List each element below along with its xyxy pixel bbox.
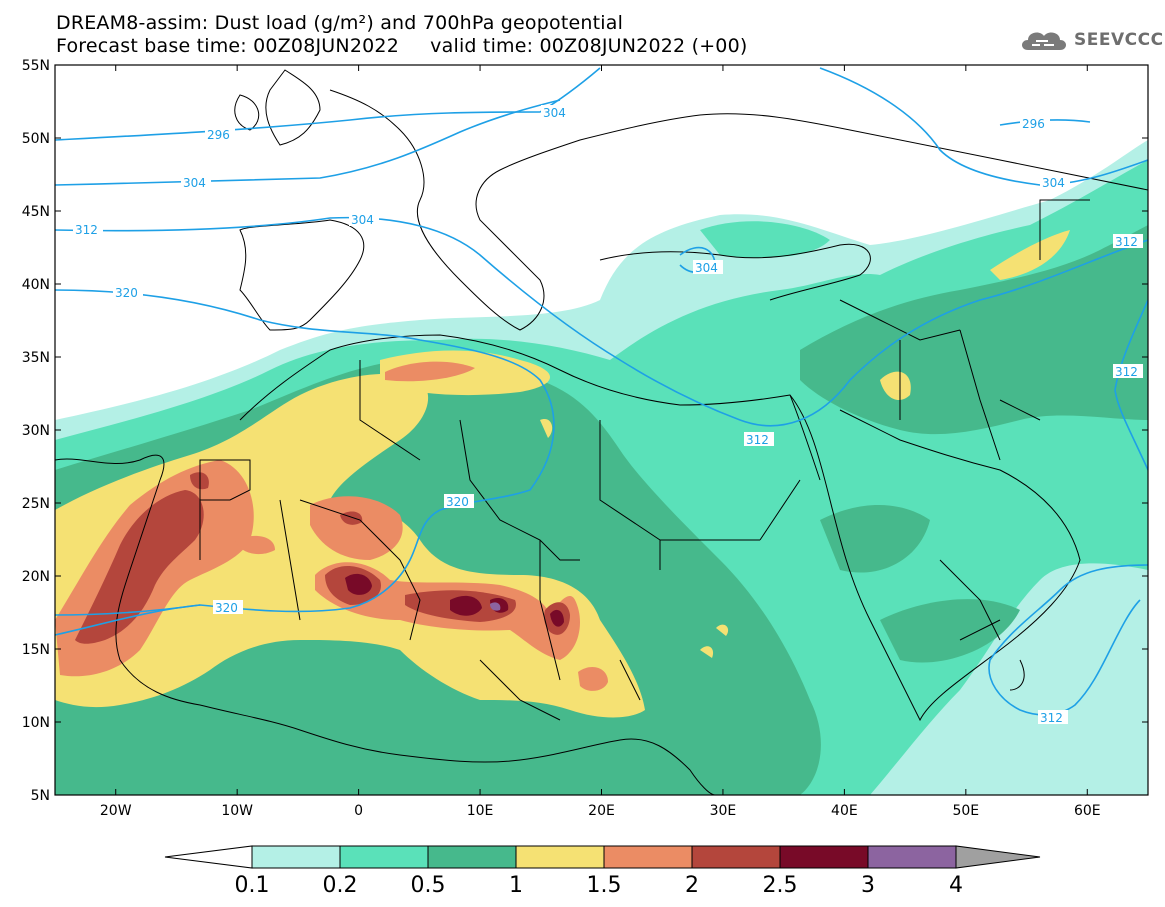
- contour-labels: 296 304 312 320 304 304 312 304 296 312 …: [73, 105, 1143, 725]
- contour-label: 304: [351, 213, 374, 227]
- dust-layer-2.5: [345, 573, 564, 627]
- colorbar-label: 0.1: [235, 873, 270, 898]
- contour-label: 304: [695, 261, 718, 275]
- contour-label: 320: [115, 286, 138, 300]
- contour-label: 312: [1040, 711, 1063, 725]
- contour-label: 304: [183, 176, 206, 190]
- cloud-icon: [1022, 32, 1066, 50]
- contour-label: 320: [215, 601, 238, 615]
- colorbar-label: 3: [861, 873, 875, 898]
- lon-label: 10W: [221, 803, 253, 819]
- lon-label: 20W: [100, 803, 132, 819]
- lon-label: 0: [354, 803, 363, 819]
- lat-label: 15N: [22, 642, 50, 658]
- lat-label: 5N: [31, 788, 50, 804]
- latitude-axis: 55N 50N 45N 40N 35N 30N 25N 20N 15N 10N 5N: [22, 58, 1148, 804]
- lon-label: 30E: [710, 803, 737, 819]
- colorbar-box: [339, 845, 429, 869]
- colorbar-min-arrow: [164, 845, 253, 869]
- longitude-axis: 20W 10W 0 10E 20E 30E 40E 50E 60E: [100, 65, 1101, 819]
- contour-label: 296: [207, 128, 230, 142]
- lon-label: 50E: [952, 803, 979, 819]
- lat-label: 25N: [22, 496, 50, 512]
- colorbar-box: [515, 845, 605, 869]
- map-title: DREAM8-assim: Dust load (g/m²) and 700hP…: [56, 12, 624, 34]
- colorbar-label: 4: [949, 873, 963, 898]
- contour-label: 312: [75, 223, 98, 237]
- colorbar-label: 2.5: [763, 873, 798, 898]
- lon-label: 10E: [467, 803, 494, 819]
- contour-label: 320: [446, 495, 469, 509]
- contour-label: 304: [1042, 176, 1065, 190]
- lat-label: 40N: [22, 277, 50, 293]
- logo-text: SEEVCCC: [1074, 30, 1164, 50]
- lat-label: 55N: [22, 58, 50, 74]
- lat-label: 10N: [22, 715, 50, 731]
- seevccc-logo: SEEVCCC: [1018, 26, 1164, 54]
- colorbar-max-arrow: [955, 845, 1041, 869]
- colorbar-box: [603, 845, 693, 869]
- lat-label: 35N: [22, 350, 50, 366]
- colorbar-label: 1.5: [587, 873, 622, 898]
- lat-label: 30N: [22, 423, 50, 439]
- colorbar-box: [867, 845, 957, 869]
- lat-label: 20N: [22, 569, 50, 585]
- colorbar-box: [779, 845, 869, 869]
- contour-label: 296: [1022, 117, 1045, 131]
- colorbar-box: [427, 845, 517, 869]
- lat-label: 45N: [22, 204, 50, 220]
- colorbar-label: 2: [685, 873, 699, 898]
- colorbar-label: 1: [509, 873, 523, 898]
- colorbar-label: 0.2: [323, 873, 358, 898]
- lat-label: 50N: [22, 131, 50, 147]
- map-subtitle: Forecast base time: 00Z08JUN2022 valid t…: [56, 35, 748, 57]
- colorbar-box: [251, 845, 341, 869]
- contour-label: 304: [543, 106, 566, 120]
- lon-label: 20E: [588, 803, 615, 819]
- contour-label: 312: [746, 433, 769, 447]
- colorbar-box: [691, 845, 781, 869]
- geopotential-contours: [55, 67, 1148, 716]
- colorbar: 0.1 0.2 0.5 1 1.5 2 2.5 3 4: [164, 845, 1041, 898]
- lon-label: 40E: [831, 803, 858, 819]
- contour-label: 312: [1115, 235, 1138, 249]
- colorbar-label: 0.5: [411, 873, 446, 898]
- lon-label: 60E: [1074, 803, 1101, 819]
- contour-label: 312: [1115, 365, 1138, 379]
- dust-layer-3: [490, 602, 501, 611]
- map-plot-area: 296 304 312 320 304 304 312 304 296 312 …: [55, 65, 1148, 795]
